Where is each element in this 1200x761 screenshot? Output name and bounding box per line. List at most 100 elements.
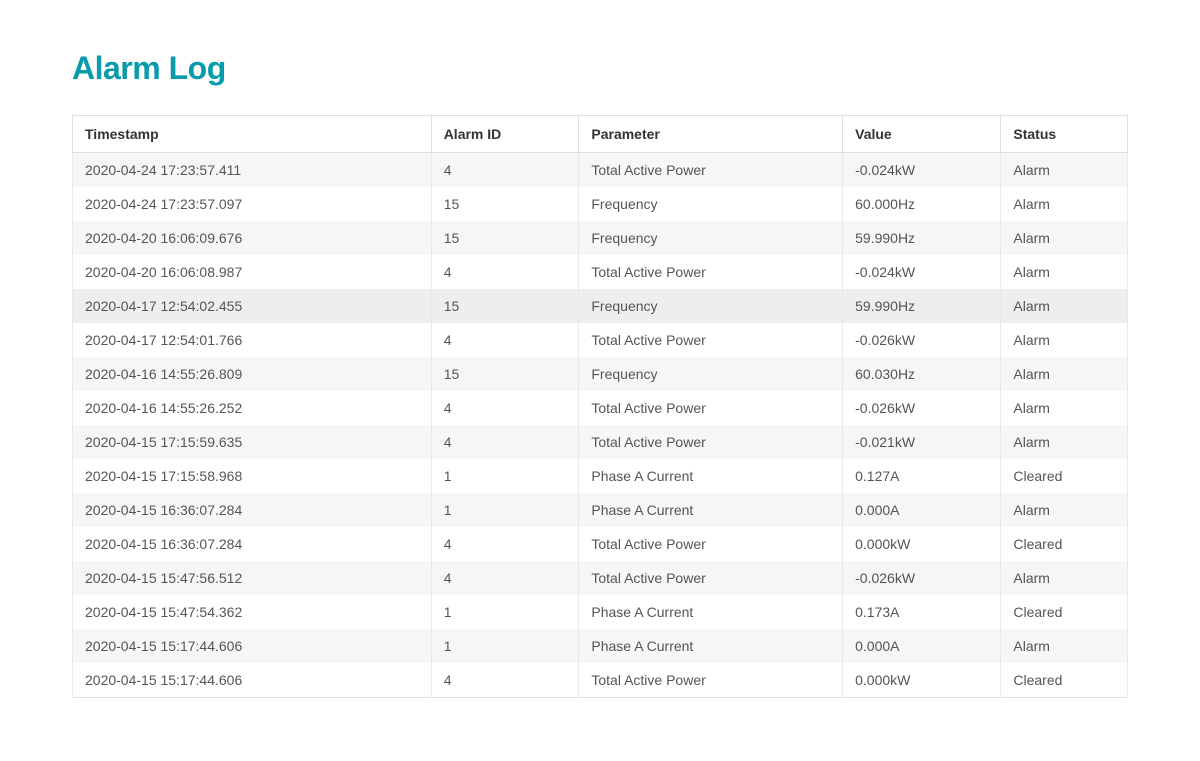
table-row[interactable]: 2020-04-15 17:15:59.6354Total Active Pow… [73, 425, 1128, 459]
cell-value: 0.000A [843, 493, 1001, 527]
cell-timestamp: 2020-04-16 14:55:26.252 [73, 391, 432, 425]
column-header-status[interactable]: Status [1001, 116, 1128, 153]
cell-status: Alarm [1001, 221, 1128, 255]
cell-status: Alarm [1001, 323, 1128, 357]
cell-alarmid: 4 [431, 255, 579, 289]
cell-status: Alarm [1001, 153, 1128, 188]
table-row[interactable]: 2020-04-16 14:55:26.2524Total Active Pow… [73, 391, 1128, 425]
cell-timestamp: 2020-04-15 17:15:58.968 [73, 459, 432, 493]
table-header: TimestampAlarm IDParameterValueStatus [73, 116, 1128, 153]
table-row[interactable]: 2020-04-24 17:23:57.09715Frequency60.000… [73, 187, 1128, 221]
cell-parameter: Frequency [579, 221, 843, 255]
cell-status: Cleared [1001, 595, 1128, 629]
table-row[interactable]: 2020-04-15 17:15:58.9681Phase A Current0… [73, 459, 1128, 493]
cell-timestamp: 2020-04-15 17:15:59.635 [73, 425, 432, 459]
cell-parameter: Frequency [579, 357, 843, 391]
cell-value: -0.026kW [843, 391, 1001, 425]
cell-parameter: Total Active Power [579, 425, 843, 459]
cell-value: -0.024kW [843, 153, 1001, 188]
cell-parameter: Total Active Power [579, 323, 843, 357]
cell-value: 0.173A [843, 595, 1001, 629]
page-title: Alarm Log [72, 50, 1128, 87]
table-row[interactable]: 2020-04-15 15:47:56.5124Total Active Pow… [73, 561, 1128, 595]
cell-alarmid: 4 [431, 391, 579, 425]
cell-status: Alarm [1001, 289, 1128, 323]
cell-timestamp: 2020-04-15 16:36:07.284 [73, 493, 432, 527]
cell-status: Alarm [1001, 357, 1128, 391]
table-row[interactable]: 2020-04-15 16:36:07.2841Phase A Current0… [73, 493, 1128, 527]
cell-timestamp: 2020-04-24 17:23:57.097 [73, 187, 432, 221]
cell-value: -0.024kW [843, 255, 1001, 289]
cell-status: Alarm [1001, 425, 1128, 459]
table-row[interactable]: 2020-04-15 15:17:44.6061Phase A Current0… [73, 629, 1128, 663]
cell-parameter: Phase A Current [579, 459, 843, 493]
cell-value: 0.000A [843, 629, 1001, 663]
cell-parameter: Total Active Power [579, 391, 843, 425]
cell-alarmid: 15 [431, 187, 579, 221]
cell-alarmid: 1 [431, 629, 579, 663]
cell-status: Cleared [1001, 459, 1128, 493]
column-header-timestamp[interactable]: Timestamp [73, 116, 432, 153]
cell-parameter: Frequency [579, 289, 843, 323]
cell-parameter: Total Active Power [579, 153, 843, 188]
cell-timestamp: 2020-04-24 17:23:57.411 [73, 153, 432, 188]
cell-alarmid: 4 [431, 561, 579, 595]
column-header-parameter[interactable]: Parameter [579, 116, 843, 153]
cell-alarmid: 4 [431, 323, 579, 357]
cell-value: -0.026kW [843, 561, 1001, 595]
cell-alarmid: 4 [431, 527, 579, 561]
table-row[interactable]: 2020-04-17 12:54:01.7664Total Active Pow… [73, 323, 1128, 357]
cell-status: Alarm [1001, 187, 1128, 221]
cell-alarmid: 4 [431, 153, 579, 188]
cell-value: 0.000kW [843, 663, 1001, 698]
cell-timestamp: 2020-04-15 16:36:07.284 [73, 527, 432, 561]
cell-parameter: Phase A Current [579, 629, 843, 663]
table-row[interactable]: 2020-04-17 12:54:02.45515Frequency59.990… [73, 289, 1128, 323]
cell-parameter: Phase A Current [579, 595, 843, 629]
cell-parameter: Total Active Power [579, 561, 843, 595]
cell-status: Alarm [1001, 391, 1128, 425]
cell-value: -0.021kW [843, 425, 1001, 459]
cell-status: Alarm [1001, 493, 1128, 527]
cell-timestamp: 2020-04-17 12:54:02.455 [73, 289, 432, 323]
cell-timestamp: 2020-04-16 14:55:26.809 [73, 357, 432, 391]
table-row[interactable]: 2020-04-20 16:06:09.67615Frequency59.990… [73, 221, 1128, 255]
alarm-log-table: TimestampAlarm IDParameterValueStatus 20… [72, 115, 1128, 698]
cell-status: Alarm [1001, 255, 1128, 289]
cell-value: -0.026kW [843, 323, 1001, 357]
cell-value: 0.000kW [843, 527, 1001, 561]
cell-parameter: Phase A Current [579, 493, 843, 527]
cell-alarmid: 1 [431, 493, 579, 527]
cell-alarmid: 1 [431, 459, 579, 493]
cell-timestamp: 2020-04-15 15:47:56.512 [73, 561, 432, 595]
cell-status: Alarm [1001, 629, 1128, 663]
column-header-value[interactable]: Value [843, 116, 1001, 153]
table-row[interactable]: 2020-04-20 16:06:08.9874Total Active Pow… [73, 255, 1128, 289]
table-row[interactable]: 2020-04-16 14:55:26.80915Frequency60.030… [73, 357, 1128, 391]
cell-timestamp: 2020-04-15 15:17:44.606 [73, 663, 432, 698]
cell-parameter: Total Active Power [579, 527, 843, 561]
table-row[interactable]: 2020-04-15 15:17:44.6064Total Active Pow… [73, 663, 1128, 698]
table-row[interactable]: 2020-04-24 17:23:57.4114Total Active Pow… [73, 153, 1128, 188]
cell-alarmid: 4 [431, 425, 579, 459]
cell-status: Cleared [1001, 663, 1128, 698]
column-header-alarmid[interactable]: Alarm ID [431, 116, 579, 153]
cell-alarmid: 1 [431, 595, 579, 629]
table-row[interactable]: 2020-04-15 16:36:07.2844Total Active Pow… [73, 527, 1128, 561]
table-body: 2020-04-24 17:23:57.4114Total Active Pow… [73, 153, 1128, 698]
cell-timestamp: 2020-04-20 16:06:09.676 [73, 221, 432, 255]
cell-value: 59.990Hz [843, 289, 1001, 323]
cell-value: 0.127A [843, 459, 1001, 493]
cell-timestamp: 2020-04-15 15:17:44.606 [73, 629, 432, 663]
table-row[interactable]: 2020-04-15 15:47:54.3621Phase A Current0… [73, 595, 1128, 629]
cell-parameter: Total Active Power [579, 663, 843, 698]
cell-value: 60.000Hz [843, 187, 1001, 221]
cell-value: 60.030Hz [843, 357, 1001, 391]
cell-timestamp: 2020-04-20 16:06:08.987 [73, 255, 432, 289]
cell-parameter: Total Active Power [579, 255, 843, 289]
cell-status: Cleared [1001, 527, 1128, 561]
cell-alarmid: 15 [431, 221, 579, 255]
cell-value: 59.990Hz [843, 221, 1001, 255]
cell-parameter: Frequency [579, 187, 843, 221]
cell-timestamp: 2020-04-17 12:54:01.766 [73, 323, 432, 357]
